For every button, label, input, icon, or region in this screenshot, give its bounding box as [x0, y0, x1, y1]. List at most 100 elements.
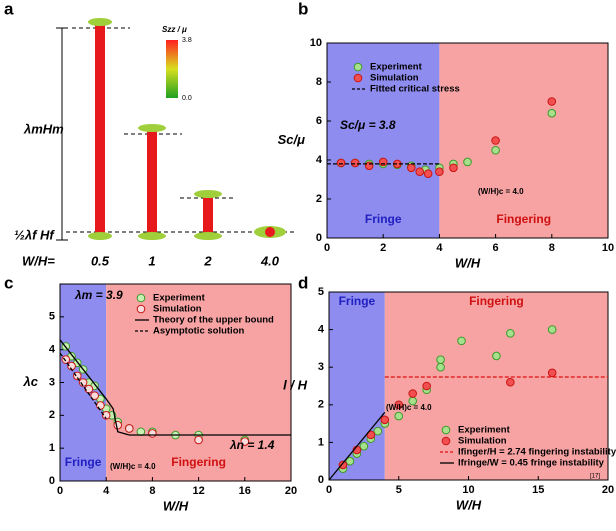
y-tick-label: 5 — [49, 311, 55, 323]
x-axis-label: W/H — [455, 255, 481, 270]
data-point — [350, 158, 360, 168]
data-point — [194, 435, 203, 445]
x-tick-label: 4 — [436, 242, 443, 254]
data-point — [336, 158, 346, 168]
legend-label: Theory of the upper bound — [153, 315, 274, 326]
y-tick-label: 8 — [316, 76, 322, 88]
data-point — [491, 136, 500, 145]
legend-marker — [136, 293, 146, 303]
data-line — [328, 411, 386, 481]
y-tick-label: 4 — [49, 344, 56, 356]
y-tick-label: 6 — [316, 115, 322, 127]
region — [439, 43, 608, 238]
y-tick-label: 1 — [49, 442, 55, 454]
data-point — [506, 377, 515, 387]
legend-label: Experiment — [370, 62, 423, 73]
x-tick-label: 2 — [203, 253, 212, 268]
x-tick-label: 4 — [103, 485, 110, 497]
annotation: (W/H)c = 4.0 — [478, 187, 524, 196]
data-point — [422, 381, 431, 391]
colorbar-title: Szz / μ — [162, 25, 187, 34]
y-tick-label: 5 — [318, 286, 324, 298]
data-point — [423, 169, 433, 178]
pillar — [203, 195, 213, 236]
annotation: Sc/μ = 3.8 — [340, 118, 396, 132]
data-point — [547, 97, 557, 106]
chart-panel: Fringe Fingering 0 2 4 6 8 10 0 2 4 6 8 10 W/H Sc/μ Expe… — [278, 37, 614, 271]
region — [327, 43, 440, 238]
region — [106, 284, 291, 481]
y-tick-label: 4 — [316, 154, 323, 166]
data-point — [435, 167, 444, 176]
x-tick-label: 16 — [239, 485, 251, 497]
x-tick-label: 15 — [532, 484, 544, 496]
annotation: [17] — [590, 474, 600, 480]
legend-label: Simulation — [370, 73, 419, 84]
region — [384, 292, 608, 480]
legend-marker — [136, 304, 146, 314]
panel-a: λmHm ½λf Hf Szz / μ 3.8 0.0 W/H= 0.5 1 2… — [14, 18, 296, 268]
pillar-cap — [194, 232, 222, 240]
annotation: (W/H)c = 4.0 — [110, 462, 156, 471]
data-line — [59, 339, 291, 436]
x-tick-label: 10 — [462, 484, 474, 496]
data-point — [359, 441, 369, 451]
x-tick-label: 0 — [326, 484, 332, 496]
legend-label: Simulation — [458, 436, 507, 447]
legend-marker — [441, 425, 451, 435]
data-point — [101, 411, 111, 420]
legend-marker — [353, 62, 363, 72]
data-point — [547, 368, 557, 378]
x-tick-label: 20 — [285, 485, 297, 497]
y-axis-label: l / H — [283, 377, 307, 392]
data-point — [463, 157, 472, 167]
pillar-cap — [88, 18, 112, 26]
data-point — [547, 325, 557, 334]
y-tick-label: 3 — [318, 361, 324, 373]
x-tick-label: 0 — [324, 242, 330, 254]
legend-label: Experiment — [458, 425, 511, 436]
legend-marker — [441, 436, 451, 446]
data-point — [449, 163, 458, 173]
data-point — [125, 424, 134, 433]
data-point — [373, 426, 383, 436]
data-point — [407, 163, 416, 173]
colorbar-label: 0.0 — [182, 95, 192, 102]
data-point — [394, 400, 404, 410]
data-point — [492, 351, 501, 361]
data-point — [457, 336, 466, 346]
data-point — [96, 401, 105, 410]
y-tick-label: 2 — [49, 409, 55, 421]
x-tick-label: 5 — [396, 484, 402, 496]
data-point — [90, 391, 99, 400]
x-tick-label: 8 — [549, 242, 555, 254]
data-point — [148, 429, 157, 438]
data-point — [408, 389, 418, 398]
panel-label: b — [298, 0, 308, 18]
region-label: Fringe — [339, 294, 376, 308]
data-point — [84, 384, 94, 394]
data-point — [380, 415, 390, 425]
pillar-cap — [194, 190, 222, 198]
y-tick-label: 4 — [318, 324, 325, 336]
data-point — [436, 362, 445, 372]
region-label: Fingering — [469, 294, 524, 308]
data-point — [547, 108, 557, 118]
data-point — [345, 456, 355, 466]
y-tick-label: 0 — [316, 232, 322, 244]
legend-label: Fitted critical stress — [370, 84, 460, 95]
pillar — [265, 227, 275, 237]
data-point — [364, 161, 374, 171]
data-point — [436, 355, 445, 364]
y-tick-label: 10 — [310, 37, 322, 49]
data-line — [59, 352, 107, 419]
y-tick-label: 3 — [49, 376, 55, 388]
x-tick-label: 6 — [493, 242, 499, 254]
x-label: W/H= — [22, 253, 55, 268]
x-tick-label: 20 — [602, 484, 614, 496]
height-label: λmHm — [23, 121, 64, 136]
data-point — [394, 411, 404, 421]
height-label: ½λf Hf — [14, 227, 55, 242]
data-point — [378, 157, 388, 167]
